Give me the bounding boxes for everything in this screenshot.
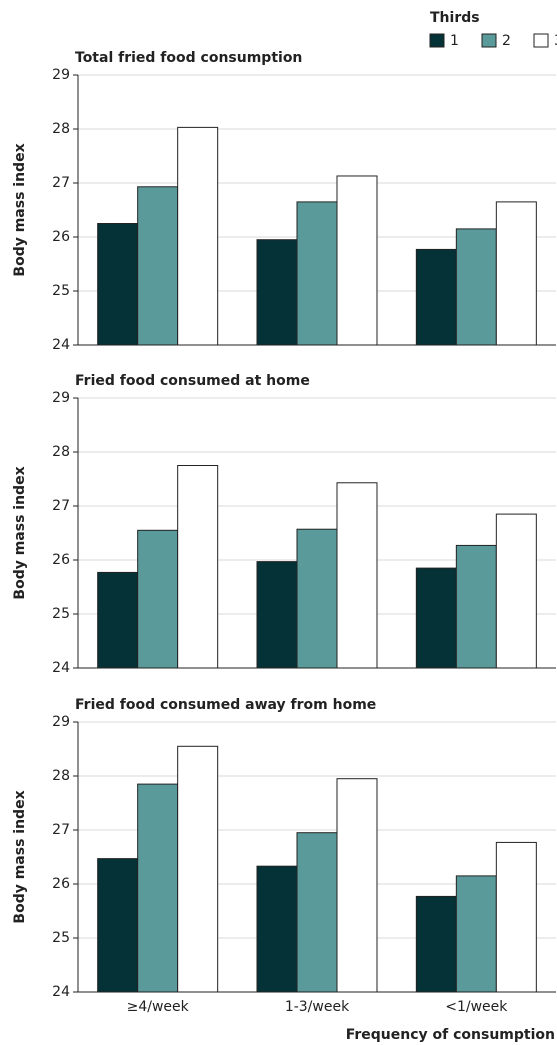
bar: [495, 841, 537, 993]
bar: [137, 529, 179, 669]
y-tick-label: 27: [52, 822, 70, 838]
legend-label: 2: [502, 33, 511, 49]
y-tick-label: 24: [52, 984, 70, 1000]
bar: [336, 175, 378, 346]
bar: [415, 248, 457, 346]
bar: [455, 228, 497, 346]
y-tick-label: 27: [52, 175, 70, 191]
y-tick-label: 28: [52, 444, 70, 460]
y-tick-label: 28: [52, 121, 70, 137]
bar: [177, 745, 219, 993]
bar: [455, 544, 497, 669]
y-tick-label: 25: [52, 930, 70, 946]
bar: [97, 858, 139, 993]
bar: [415, 567, 457, 669]
y-tick-label: 25: [52, 283, 70, 299]
legend-swatch: [533, 33, 549, 48]
bar: [137, 783, 179, 993]
bar: [177, 126, 219, 346]
bar: [256, 561, 298, 669]
y-tick-label: 29: [52, 714, 70, 730]
y-axis-label: Body mass index: [12, 466, 28, 599]
y-tick-label: 27: [52, 498, 70, 514]
y-axis-label: Body mass index: [12, 790, 28, 923]
x-tick-label: <1/week: [445, 999, 508, 1015]
panel-title: Fried food consumed at home: [75, 373, 310, 389]
bar: [97, 223, 139, 346]
bar: [336, 482, 378, 669]
y-tick-label: 26: [52, 552, 70, 568]
bar: [177, 465, 219, 669]
bar: [495, 513, 537, 669]
bar: [296, 832, 338, 993]
x-tick-label: 1-3/week: [285, 999, 350, 1015]
y-axis-label: Body mass index: [12, 143, 28, 276]
y-tick-label: 26: [52, 876, 70, 892]
bar: [495, 201, 537, 346]
y-tick-label: 29: [52, 67, 70, 83]
legend-swatch: [429, 33, 445, 48]
bar: [137, 186, 179, 346]
y-tick-label: 24: [52, 660, 70, 676]
y-tick-label: 24: [52, 337, 70, 353]
bar: [256, 865, 298, 993]
bar: [296, 528, 338, 669]
legend-label: 1: [450, 33, 459, 49]
x-axis-label: Frequency of consumption: [346, 1027, 555, 1043]
bar: [97, 571, 139, 669]
bar: [336, 778, 378, 993]
y-tick-label: 28: [52, 768, 70, 784]
x-tick-label: ≥4/week: [127, 999, 190, 1015]
panel-title: Fried food consumed away from home: [75, 697, 376, 713]
legend-label: 3: [554, 33, 557, 49]
y-tick-label: 25: [52, 606, 70, 622]
y-tick-label: 26: [52, 229, 70, 245]
legend-title: Thirds: [430, 10, 480, 26]
bar: [256, 239, 298, 346]
bar: [296, 201, 338, 346]
bar: [455, 875, 497, 993]
bar: [415, 895, 457, 993]
legend-swatch: [481, 33, 497, 48]
y-tick-label: 29: [52, 390, 70, 406]
panel-title: Total fried food consumption: [75, 50, 302, 66]
